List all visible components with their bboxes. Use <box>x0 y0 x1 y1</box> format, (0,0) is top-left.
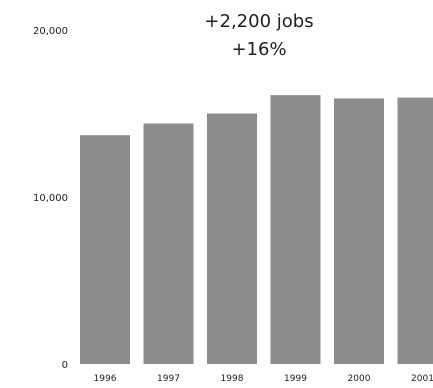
y-tick-label: 10,000 <box>33 193 68 204</box>
x-tick-label: 1996 <box>94 374 117 384</box>
bar <box>334 98 384 364</box>
y-tick-label: 20,000 <box>33 26 68 37</box>
x-tick-label: 2000 <box>348 374 371 384</box>
bar <box>397 97 433 364</box>
bar <box>207 113 257 364</box>
y-tick-label: 0 <box>62 360 68 371</box>
x-tick-label: 2001 <box>411 374 433 384</box>
x-tick-label: 1999 <box>284 374 307 384</box>
annotation-line-2: +16% <box>231 39 286 60</box>
bars <box>80 95 433 365</box>
bar <box>80 135 130 364</box>
x-tick-label: 1997 <box>157 374 180 384</box>
x-tick-label: 1998 <box>221 374 244 384</box>
y-axis: 0 10,000 20,000 <box>33 26 68 371</box>
annotation-line-1: +2,200 jobs <box>204 11 313 32</box>
bar <box>270 95 321 364</box>
bar <box>143 123 194 365</box>
x-axis: 1996 1997 1998 1999 2000 2001 <box>94 374 433 384</box>
